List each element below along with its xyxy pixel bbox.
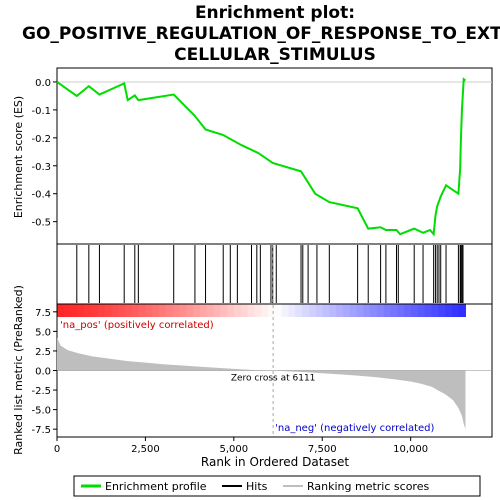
colorbar-segment [274,304,283,317]
colorbar-segment [97,304,106,317]
colorbar-segment [288,304,296,317]
x-tick-label: 7,500 [308,444,337,455]
metric-ytick-label: -7.5 [31,425,51,436]
colorbar-segment [431,304,439,317]
colorbar-segment [363,304,371,317]
colorbar-segment [445,304,453,317]
colorbar-segment [172,304,181,317]
colorbar-segment [179,304,187,317]
es-ytick-label: -0.1 [31,106,51,117]
colorbar-segment [261,304,269,317]
colorbar-segment [438,304,446,317]
colorbar-segment [336,304,344,317]
colorbar-segment [424,304,432,317]
metric-ytick-label: -2.5 [31,386,51,397]
colorbar-segment [118,304,126,317]
legend-frame [73,475,481,497]
x-tick-label: 0 [54,444,60,455]
zero-cross-label: Zero cross at 6111 [231,374,316,384]
x-tick-label: 5,000 [220,444,249,455]
colorbar-segment [220,304,228,317]
legend-enrichment-label: Enrichment profile [105,480,207,493]
legend-hits-label: Hits [246,480,268,493]
colorbar-segment [397,304,405,317]
colorbar-segment [91,304,99,317]
legend: Enrichment profile Hits Ranking metric s… [73,475,481,497]
metric-ylabel: Ranked list metric (PreRanked) [12,285,25,455]
title-line-2: GO_POSITIVE_REGULATION_OF_RESPONSE_TO_EX… [22,24,500,44]
es-ytick-label: -0.4 [31,190,51,201]
metric-ytick-label: 5.0 [35,327,51,338]
colorbar-segment [138,304,147,317]
colorbar-segment [411,304,419,317]
colorbar-segment [254,304,262,317]
colorbar-segment [370,304,378,317]
colorbar-segment [63,304,72,317]
colorbar-segment [193,304,201,317]
colorbar-segment [315,304,324,317]
colorbar-segment [329,304,337,317]
colorbar-segment [234,304,242,317]
colorbar-segment [159,304,167,317]
es-ytick-label: -0.3 [31,162,51,173]
metric-ytick-label: 7.5 [35,308,51,319]
colorbar-segment [165,304,174,317]
colorbar-segment [77,304,85,317]
pos-correlated-label: 'na_pos' (positively correlated) [60,320,214,331]
colorbar-segment [451,304,460,317]
colorbar-segment [342,304,351,317]
title-line-1: Enrichment plot: [195,3,355,23]
neg-correlated-label: 'na_neg' (negatively correlated) [275,423,434,434]
colorbar-segment [349,304,358,317]
colorbar-segment [240,304,249,317]
es-ylabel: Enrichment score (ES) [12,96,25,218]
colorbar-segment [213,304,221,317]
metric-ytick-label: 0.0 [35,367,51,378]
legend-metric-label: Ranking metric scores [307,480,429,493]
colorbar-segment [376,304,385,317]
colorbar-segment [281,304,289,317]
es-ytick-label: -0.2 [31,134,51,145]
colorbar-segment [104,304,112,317]
metric-ytick-label: 2.5 [35,347,51,358]
es-ytick-label: -0.5 [31,218,51,229]
colorbar-segment [70,304,78,317]
colorbar-segment [295,304,303,317]
colorbar-segment [152,304,160,317]
metric-ytick-label: -5.0 [31,406,51,417]
hits-panel-frame [56,243,493,305]
colorbar-segment [417,304,426,317]
es-ytick-label: 0.0 [35,78,51,89]
colorbar-segment [356,304,364,317]
colorbar-segment [145,304,153,317]
rank-color-bar [57,304,466,317]
colorbar-segment [186,304,194,317]
colorbar-segment [404,304,412,317]
colorbar-segment [458,304,466,317]
colorbar-segment [125,304,133,317]
colorbar-segment [84,304,92,317]
colorbar-segment [131,304,140,317]
colorbar-segment [199,304,208,317]
colorbar-segment [308,304,317,317]
x-tick-label: 2,500 [131,444,160,455]
colorbar-segment [268,304,276,317]
x-tick-label: 10,000 [393,444,428,455]
colorbar-segment [247,304,255,317]
colorbar-segment [302,304,310,317]
enrichment-profile-line [56,77,467,237]
title-line-3: CELLULAR_STIMULUS [174,45,376,65]
colorbar-segment [206,304,215,317]
colorbar-segment [383,304,392,317]
colorbar-segment [57,304,65,317]
colorbar-segment [111,304,119,317]
x-axis-label: Rank in Ordered Dataset [201,455,349,469]
colorbar-segment [227,304,235,317]
colorbar-segment [390,304,398,317]
es-panel-frame [56,67,493,245]
colorbar-segment [322,304,330,317]
